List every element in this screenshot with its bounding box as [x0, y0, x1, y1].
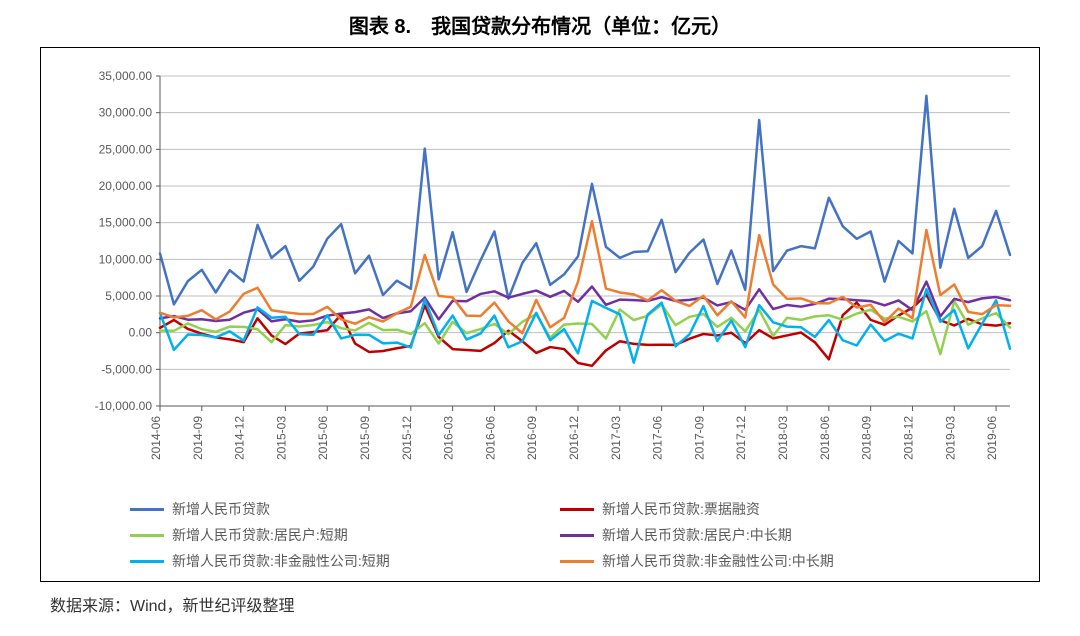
- svg-text:0.00: 0.00: [129, 326, 153, 340]
- svg-text:2015-03: 2015-03: [274, 416, 288, 460]
- legend-label: 新增人民币贷款:居民户:中长期: [602, 525, 792, 545]
- legend-swatch: [560, 560, 594, 563]
- chart-plot-area: -10,000.00 -5,000.00 0.00 5,000.00 10,000.00…: [60, 66, 1020, 491]
- svg-text:2015-12: 2015-12: [400, 416, 414, 460]
- legend-swatch: [130, 560, 164, 563]
- legend-label: 新增人民币贷款: [172, 499, 270, 519]
- legend-item: 新增人民币贷款: [130, 499, 520, 519]
- svg-text:5,000.00: 5,000.00: [105, 289, 152, 303]
- legend-swatch: [130, 508, 164, 511]
- chart-title: 图表 8. 我国贷款分布情况（单位：亿元）: [40, 10, 1040, 39]
- chart-source: 数据来源：Wind，新世纪评级整理: [40, 592, 1040, 616]
- svg-text:2018-12: 2018-12: [901, 416, 915, 460]
- svg-text:2016-12: 2016-12: [567, 416, 581, 460]
- svg-text:2017-12: 2017-12: [734, 416, 748, 460]
- svg-text:2019-06: 2019-06: [985, 416, 999, 460]
- svg-text:2017-03: 2017-03: [609, 416, 623, 460]
- svg-text:2014-06: 2014-06: [149, 416, 163, 460]
- svg-text:2014-12: 2014-12: [233, 416, 247, 460]
- svg-text:2016-03: 2016-03: [442, 416, 456, 460]
- legend-label: 新增人民币贷款:非金融性公司:中长期: [602, 551, 834, 571]
- svg-text:25,000.00: 25,000.00: [99, 142, 153, 156]
- figure-container: 图表 8. 我国贷款分布情况（单位：亿元） -10,000.00 -5,000.0…: [0, 0, 1080, 636]
- svg-text:20,000.00: 20,000.00: [99, 179, 153, 193]
- legend-swatch: [560, 534, 594, 537]
- svg-text:-10,000.00: -10,000.00: [95, 399, 153, 413]
- legend-swatch: [560, 508, 594, 511]
- svg-text:2015-09: 2015-09: [358, 416, 372, 460]
- svg-text:2014-09: 2014-09: [191, 416, 205, 460]
- chart-legend: 新增人民币贷款新增人民币贷款:票据融资新增人民币贷款:居民户:短期新增人民币贷款…: [130, 499, 950, 571]
- legend-item: 新增人民币贷款:居民户:中长期: [560, 525, 950, 545]
- svg-text:35,000.00: 35,000.00: [99, 69, 153, 83]
- svg-text:2018-09: 2018-09: [860, 416, 874, 460]
- legend-item: 新增人民币贷款:非金融性公司:中长期: [560, 551, 950, 571]
- legend-item: 新增人民币贷款:居民户:短期: [130, 525, 520, 545]
- svg-text:2016-06: 2016-06: [483, 416, 497, 460]
- svg-text:10,000.00: 10,000.00: [99, 252, 153, 266]
- legend-label: 新增人民币贷款:居民户:短期: [172, 525, 348, 545]
- svg-text:2018-06: 2018-06: [818, 416, 832, 460]
- legend-item: 新增人民币贷款:非金融性公司:短期: [130, 551, 520, 571]
- legend-item: 新增人民币贷款:票据融资: [560, 499, 950, 519]
- svg-text:2015-06: 2015-06: [316, 416, 330, 460]
- legend-label: 新增人民币贷款:非金融性公司:短期: [172, 551, 390, 571]
- legend-label: 新增人民币贷款:票据融资: [602, 499, 760, 519]
- series-新增人民币贷款: [160, 96, 1010, 305]
- svg-text:30,000.00: 30,000.00: [99, 106, 153, 120]
- svg-text:2016-09: 2016-09: [525, 416, 539, 460]
- chart-frame: -10,000.00 -5,000.00 0.00 5,000.00 10,000.00…: [40, 47, 1040, 582]
- legend-swatch: [130, 534, 164, 537]
- svg-text:2017-09: 2017-09: [692, 416, 706, 460]
- svg-text:2018-03: 2018-03: [776, 416, 790, 460]
- series-新增人民币贷款:居民户:中长期: [160, 282, 1010, 322]
- svg-text:-5,000.00: -5,000.00: [101, 362, 152, 376]
- svg-text:15,000.00: 15,000.00: [99, 216, 153, 230]
- line-chart-svg: -10,000.00 -5,000.00 0.00 5,000.00 10,000.00…: [60, 66, 1020, 486]
- svg-text:2019-03: 2019-03: [943, 416, 957, 460]
- svg-text:2017-06: 2017-06: [651, 416, 665, 460]
